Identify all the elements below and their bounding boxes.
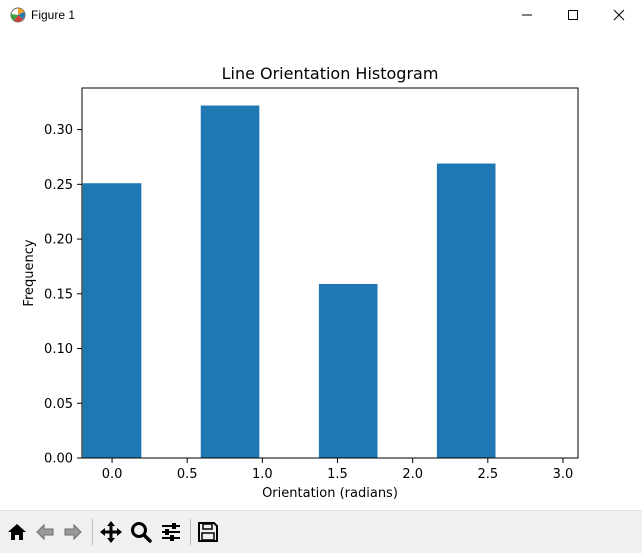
figure-canvas: Line Orientation Histogram 0.0 0.5 1.0 1.5 2… bbox=[0, 30, 642, 510]
x-tick-label: 1.0 bbox=[252, 467, 273, 482]
title-bar: Figure 1 bbox=[0, 0, 642, 30]
y-tick-label: 0.25 bbox=[44, 178, 73, 193]
forward-button[interactable] bbox=[60, 519, 86, 545]
zoom-icon bbox=[131, 522, 152, 543]
zoom-button[interactable] bbox=[128, 519, 154, 545]
x-tick-label: 0.5 bbox=[177, 467, 198, 482]
matplotlib-app-icon bbox=[10, 7, 26, 23]
histogram-bar bbox=[318, 283, 378, 458]
maximize-icon bbox=[568, 10, 578, 20]
y-tick-label: 0.00 bbox=[44, 452, 73, 467]
histogram-bar bbox=[436, 163, 496, 459]
toolbar-separator bbox=[92, 519, 93, 545]
minimize-icon bbox=[522, 14, 532, 16]
close-button[interactable] bbox=[596, 0, 642, 30]
y-tick-label: 0.20 bbox=[44, 233, 73, 248]
chart-title: Line Orientation Histogram bbox=[222, 64, 439, 83]
window-title: Figure 1 bbox=[31, 8, 76, 22]
configure-subplots-button[interactable] bbox=[158, 519, 184, 545]
minimize-button[interactable] bbox=[504, 0, 550, 30]
back-icon bbox=[36, 523, 54, 541]
histogram-bar bbox=[82, 183, 142, 458]
x-tick-label: 0.0 bbox=[102, 467, 123, 482]
y-tick-label: 0.30 bbox=[44, 123, 73, 138]
y-tick-label: 0.10 bbox=[44, 342, 73, 357]
y-tick-label: 0.05 bbox=[44, 397, 73, 412]
x-tick-label: 3.0 bbox=[553, 467, 574, 482]
maximize-button[interactable] bbox=[550, 0, 596, 30]
save-icon bbox=[198, 522, 218, 542]
histogram-bar bbox=[200, 105, 260, 458]
home-button[interactable] bbox=[4, 519, 30, 545]
toolbar-separator bbox=[190, 519, 191, 545]
pan-button[interactable] bbox=[98, 519, 124, 545]
pan-icon bbox=[100, 521, 122, 543]
histogram-chart: Line Orientation Histogram 0.0 0.5 1.0 1.5 2… bbox=[22, 64, 579, 501]
plot-frame bbox=[81, 87, 579, 459]
forward-icon bbox=[64, 523, 82, 541]
navigation-toolbar bbox=[0, 510, 642, 553]
subplots-icon bbox=[162, 523, 180, 541]
y-axis-label: Frequency bbox=[22, 239, 37, 306]
x-tick-label: 2.5 bbox=[477, 467, 498, 482]
save-button[interactable] bbox=[195, 519, 221, 545]
x-axis-label: Orientation (radians) bbox=[262, 486, 398, 501]
home-icon bbox=[8, 524, 26, 540]
x-tick-label: 2.0 bbox=[402, 467, 423, 482]
x-tick-label: 1.5 bbox=[327, 467, 348, 482]
back-button[interactable] bbox=[32, 519, 58, 545]
y-tick-label: 0.15 bbox=[44, 287, 73, 302]
close-icon bbox=[613, 9, 625, 21]
